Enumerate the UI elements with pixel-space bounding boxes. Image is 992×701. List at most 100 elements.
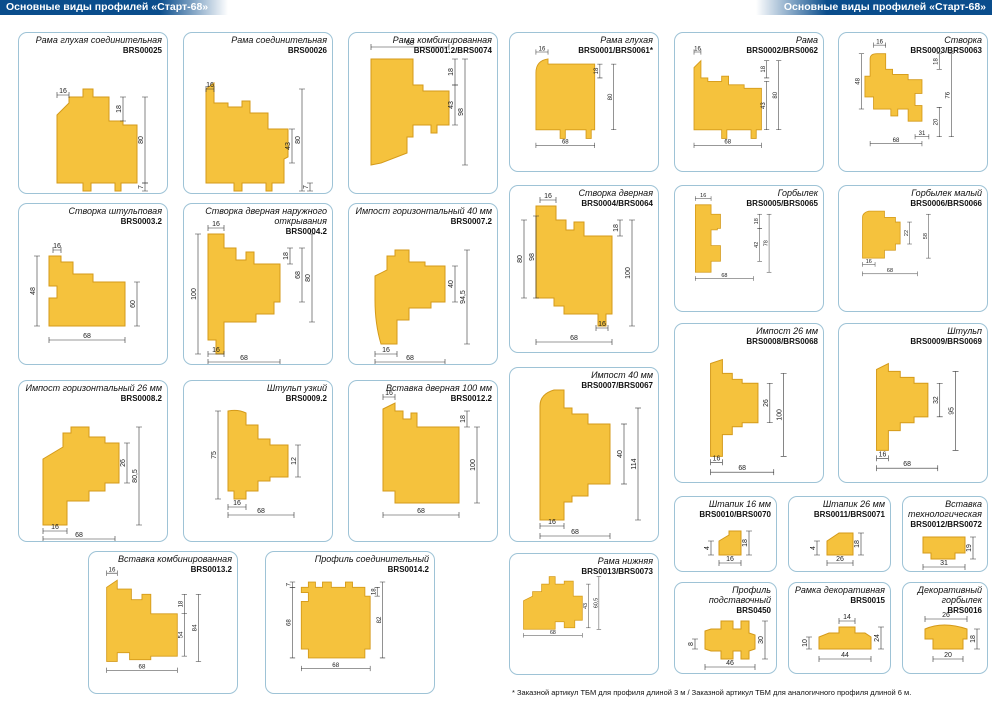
- dimension-label: 18: [934, 58, 940, 65]
- dimension-label: 48: [856, 77, 862, 84]
- profile-drawing: 22 58 16 68: [862, 210, 931, 277]
- dimension-label: 7: [303, 185, 310, 189]
- profile-drawing: 4 18 26: [810, 532, 864, 566]
- profile-card: 16 18 80 98 100 16 68 Створка дверная BRS0004/BR…: [509, 185, 659, 353]
- dimension-label: 18: [283, 252, 290, 260]
- dimension-label: 76: [946, 91, 952, 98]
- dimension-label: 95: [949, 407, 956, 415]
- dimension-label: 16: [876, 39, 883, 45]
- profile-shape: [710, 358, 759, 457]
- header-right-text: Основные виды профилей «Старт-68»: [783, 1, 986, 13]
- dimension-label: 16: [866, 259, 872, 265]
- dimension-label: 16: [713, 455, 721, 462]
- profile-title: Вставка технологическая: [907, 499, 982, 519]
- profile-code: BRS0009.2: [285, 394, 327, 403]
- profile-card: 26 18 20 Декоративный горбылек BRS0016: [902, 582, 988, 674]
- profile-title: Импост горизонтальный 26 мм: [25, 383, 163, 393]
- profile-card: 26 100 16 68 Импост 26 мм BRS0008/BRS0068: [674, 323, 824, 483]
- dimension-label: 16: [544, 193, 552, 200]
- dimension-label: 68: [139, 664, 146, 671]
- dimension-label: 16: [700, 193, 706, 199]
- dimension-label: 114: [631, 458, 638, 469]
- profile-card: 40 94,5 16 68 Импост горизонтальный 40 мм BRS…: [348, 203, 498, 365]
- profile-card: 16 18 42 78 68 Горбылек BRS0005/BRS0065: [674, 185, 824, 312]
- profile-title: Рамка декоративная: [794, 585, 885, 595]
- dimension-label: 75: [211, 451, 218, 459]
- dimension-label: 100: [625, 267, 632, 279]
- profile-card: 43 60,5 68 Рама нижняя BRS0013/BRS0073: [509, 553, 659, 675]
- dimension-label: 16: [212, 221, 220, 228]
- profile-shape: [922, 536, 966, 560]
- profile-title: Импост 40 мм: [591, 370, 653, 380]
- dimension-label: 68: [286, 619, 293, 626]
- profile-code: BRS0011/BRS0071: [813, 510, 885, 519]
- profile-code: BRS0015: [850, 596, 885, 605]
- dimension-label: 16: [233, 500, 241, 507]
- dimension-label: 18: [460, 415, 467, 423]
- dimension-label: 80: [608, 93, 614, 100]
- dimension-label: 68: [406, 355, 414, 362]
- dimension-label: 68: [724, 140, 731, 146]
- profile-code: BRS0014.2: [387, 565, 429, 574]
- profile-title: Горбылек: [777, 188, 818, 198]
- profile-shape: [205, 82, 289, 192]
- profile-card: 16 18 100 68 Вставка дверная 100 мм BRS0012.2: [348, 380, 498, 542]
- profile-title: Горбылек малый: [911, 188, 982, 198]
- dimension-label: 18: [116, 105, 123, 113]
- profile-drawing: 7 18 68 82 68: [286, 581, 386, 672]
- profile-shape: [382, 402, 460, 504]
- profile-drawing: 14 10 24 44: [802, 614, 884, 662]
- profile-title: Штапик 26 мм: [822, 499, 885, 509]
- profile-code: BRS0006/BRS0066: [910, 199, 982, 208]
- dimension-label: 24: [874, 634, 881, 642]
- profile-card: 22 58 16 68 Горбылек малый BRS0006/BRS0066: [838, 185, 988, 312]
- dimension-label: 18: [970, 635, 977, 643]
- profile-shape: [48, 255, 126, 327]
- profile-card: 7 18 68 82 68 Профиль соединительный BRS0014.2: [265, 551, 435, 694]
- profile-card: 16 18 80 68 Рама глухая BRS0001/BRS0061*: [509, 32, 659, 172]
- profile-drawing: 16 18 80 98 100 16 68: [517, 193, 635, 345]
- dimension-label: 60: [130, 300, 137, 308]
- profile-code: BRS0008/BRS0068: [746, 337, 818, 346]
- profile-code: BRS00025: [122, 46, 162, 55]
- profile-drawing: 164380687: [205, 82, 313, 192]
- dimension-label: 43: [448, 101, 455, 109]
- dimension-label: 4: [810, 546, 817, 550]
- dimension-label: 68: [240, 355, 248, 362]
- profile-title: Профиль соединительный: [314, 554, 429, 564]
- profile-shape: [370, 58, 450, 166]
- profile-shape: [818, 626, 872, 650]
- profile-card: 75 12 16 68 Штульп узкий BRS0009.2: [183, 380, 333, 542]
- dimension-label: 68: [893, 138, 900, 144]
- dimension-label: 18: [754, 218, 760, 224]
- dimension-label: 98: [529, 253, 536, 261]
- profile-code: BRS0013.2: [190, 565, 232, 574]
- profile-code: BRS0003.2: [120, 217, 162, 226]
- profile-shape: [42, 426, 120, 526]
- profile-card: 14 10 24 44 Рамка декоративная BRS0015: [788, 582, 891, 674]
- profile-drawing: 40 114 16 68: [539, 389, 641, 539]
- dimension-label: 16: [53, 243, 61, 250]
- profile-drawing: 32 95 16 68: [876, 362, 959, 472]
- profile-title: Створка дверная: [578, 188, 653, 198]
- profile-drawing: 16 48 18 76 20 68 31: [856, 39, 954, 147]
- dimension-label: 16: [548, 519, 556, 526]
- dimension-label: 43: [761, 102, 767, 109]
- profile-shape: [227, 409, 289, 500]
- profile-shape: [718, 530, 742, 556]
- profile-shape: [694, 204, 721, 273]
- profile-title: Рама комбинированная: [392, 35, 492, 45]
- profile-drawing: 75 12 16 68: [211, 409, 301, 518]
- profile-drawing: 43 60,5 68: [523, 576, 602, 638]
- dimension-label: 16: [598, 321, 606, 328]
- profile-title: Вставка комбинированная: [117, 554, 232, 564]
- profile-title: Рама глухая соединительная: [35, 35, 162, 45]
- profile-drawing: 16 18 42 78 68: [694, 193, 772, 281]
- dimension-label: 16: [212, 347, 220, 354]
- profile-shape: [300, 581, 371, 659]
- profile-drawing: 16 48 60 68: [30, 243, 140, 343]
- dimension-label: 80,5: [132, 469, 139, 483]
- profile-code: BRS0013/BRS0073: [581, 567, 653, 576]
